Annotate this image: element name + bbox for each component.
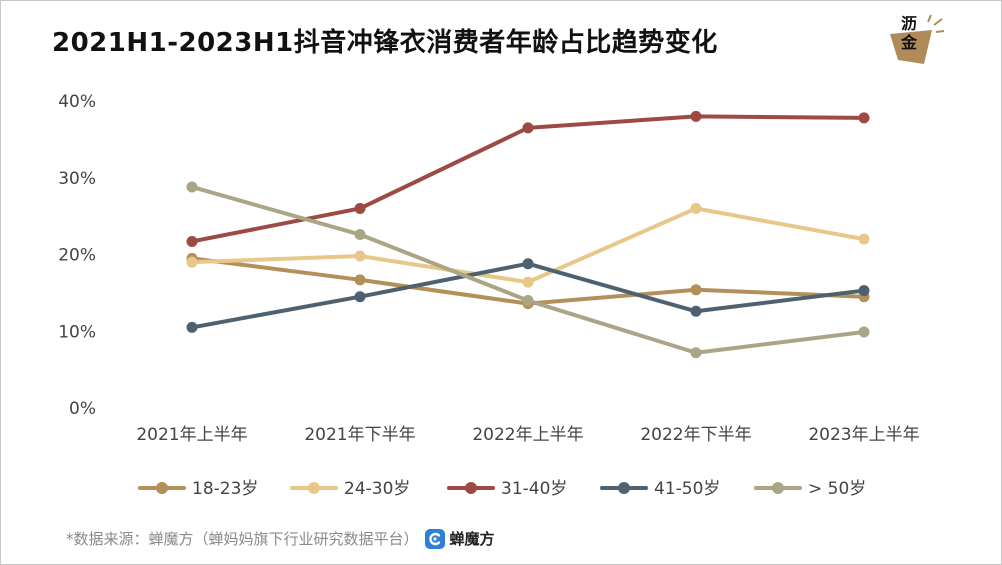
x-tick-label: 2023年上半年: [808, 425, 919, 445]
data-point: [186, 256, 198, 268]
y-tick-label: 20%: [58, 246, 96, 266]
data-point: [186, 181, 198, 193]
data-point: [522, 122, 534, 134]
legend-marker: [465, 482, 477, 494]
data-point: [690, 305, 702, 317]
data-point: [522, 276, 534, 288]
legend-marker: [618, 482, 630, 494]
legend-label: > 50岁: [808, 479, 866, 499]
legend-label: 24-30岁: [344, 479, 410, 499]
data-point: [690, 284, 702, 296]
y-tick-label: 40%: [58, 92, 96, 112]
line-chart: 0% 10% 20% 30% 40% 2021年上半年 2021年下半年 2022年上半年 20…: [58, 92, 919, 499]
data-point: [858, 112, 870, 124]
footer: *数据来源：蝉魔方（蝉妈妈旗下行业研究数据平台） 蝉魔方: [66, 528, 495, 549]
logo-text: 沥 金: [898, 14, 920, 52]
x-tick-label: 2021年上半年: [136, 425, 247, 445]
data-point: [354, 274, 366, 286]
legend-label: 41-50岁: [654, 479, 720, 499]
data-point: [858, 326, 870, 338]
y-tick-label: 0%: [69, 399, 96, 419]
x-tick-label: 2022年下半年: [640, 425, 751, 445]
logo-char-1: 沥: [900, 14, 917, 33]
x-tick-label: 2021年下半年: [304, 425, 415, 445]
lijin-logo-icon: [890, 14, 945, 64]
data-point: [186, 321, 198, 333]
data-point: [858, 285, 870, 297]
data-point: [354, 291, 366, 303]
chart-title: 2021H1-2023H1抖音冲锋衣消费者年龄占比趋势变化: [52, 28, 718, 58]
y-tick-label: 10%: [58, 322, 96, 342]
chanmofang-logo-icon: [424, 528, 445, 549]
data-point: [690, 347, 702, 359]
data-point: [690, 110, 702, 122]
legend-label: 18-23岁: [192, 479, 258, 499]
logo-char-2: 金: [900, 33, 917, 52]
data-point: [354, 202, 366, 214]
data-point: [186, 235, 198, 247]
legend-marker: [156, 482, 168, 494]
y-tick-label: 30%: [58, 169, 96, 189]
brand-name: 蝉魔方: [449, 530, 495, 548]
data-point: [522, 295, 534, 307]
legend-label: 31-40岁: [501, 479, 567, 499]
data-source-text: *数据来源：蝉魔方（蝉妈妈旗下行业研究数据平台）: [66, 530, 419, 548]
data-point: [522, 258, 534, 270]
data-point: [354, 229, 366, 241]
data-point: [354, 250, 366, 262]
data-point: [858, 233, 870, 245]
x-tick-label: 2022年上半年: [472, 425, 583, 445]
data-point: [690, 202, 702, 214]
legend-marker: [772, 482, 784, 494]
legend-marker: [308, 482, 320, 494]
